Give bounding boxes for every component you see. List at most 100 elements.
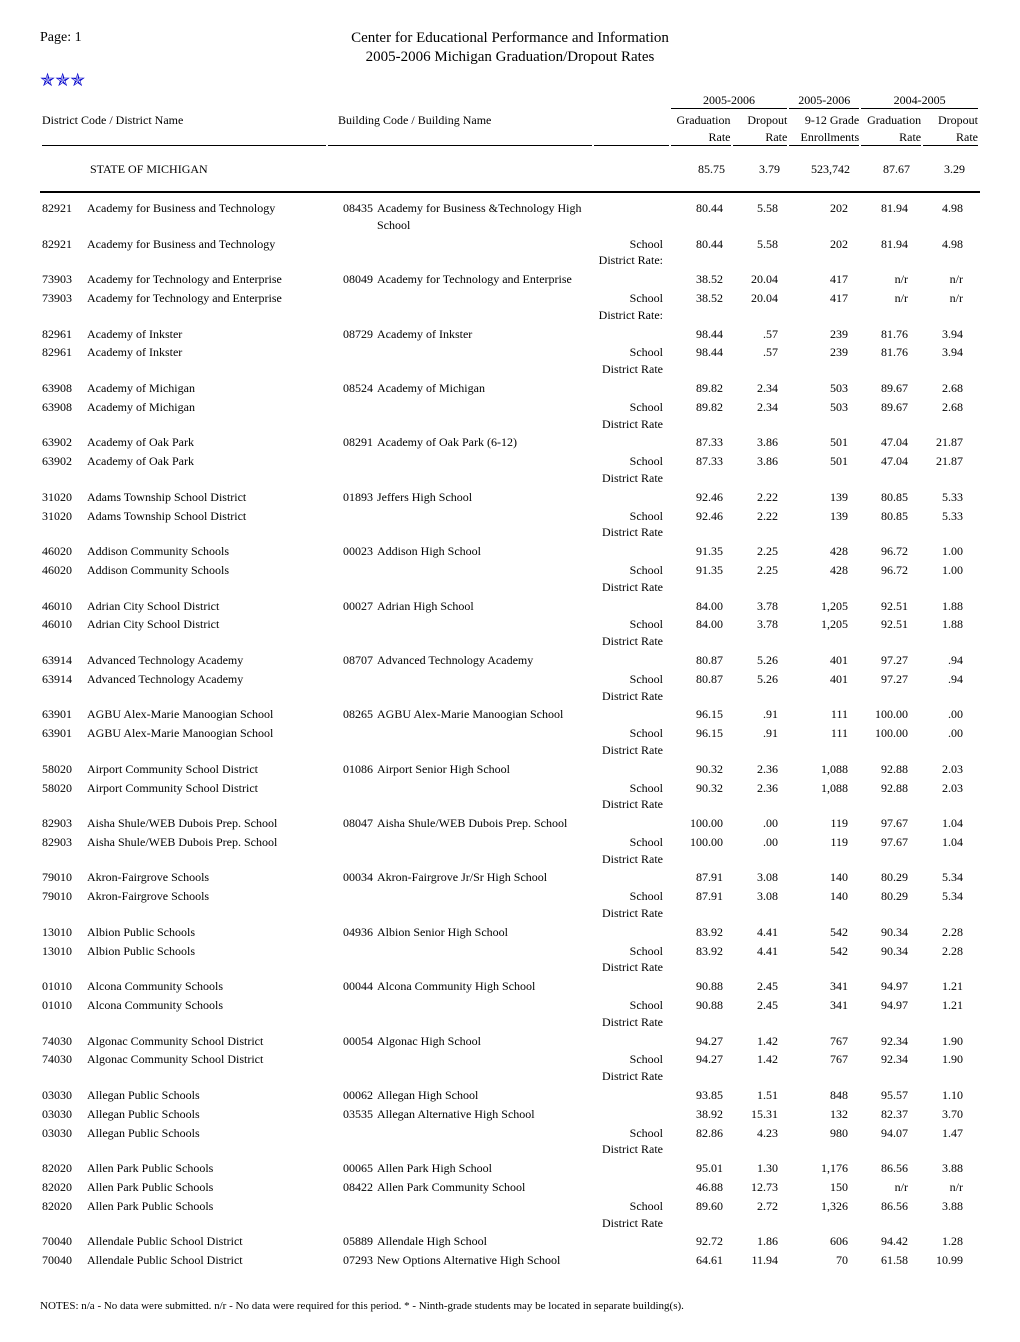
district-code: 73903	[40, 271, 85, 288]
district-code: 58020	[40, 761, 85, 778]
grad-rate: 38.52	[665, 271, 725, 288]
enrollment: 202	[780, 236, 850, 270]
drop-rate-prev: .94	[910, 652, 965, 669]
building-name: Algonac High School	[375, 1033, 590, 1050]
grad-rate: 80.87	[665, 671, 725, 705]
drop-header: Dropout	[733, 113, 788, 128]
drop-rate: 2.22	[725, 489, 780, 506]
rate-label: School District Rate	[590, 888, 665, 922]
building-code: 00023	[325, 543, 375, 560]
building-name	[375, 671, 590, 705]
building-name: Airport Senior High School	[375, 761, 590, 778]
rate-label	[590, 598, 665, 615]
grad-rate: 89.82	[665, 380, 725, 397]
grad-rate: 98.44	[665, 344, 725, 378]
enrollment: 70	[780, 1252, 850, 1269]
data-rows-container: 82921 Academy for Business and Technolog…	[40, 199, 980, 1270]
district-code: 79010	[40, 888, 85, 922]
district-code: 82020	[40, 1179, 85, 1196]
district-code: 46010	[40, 616, 85, 650]
grad-rate: 80.44	[665, 236, 725, 270]
drop-rate: 3.08	[725, 888, 780, 922]
building-code	[325, 236, 375, 270]
drop-rate-prev: 4.98	[910, 200, 965, 234]
drop-rate-prev: .00	[910, 725, 965, 759]
footer-notes: NOTES: n/a - No data were submitted. n/r…	[40, 1300, 980, 1312]
table-row: 82903 Aisha Shule/WEB Dubois Prep. Schoo…	[40, 833, 980, 869]
grad-rate: 89.60	[665, 1198, 725, 1232]
building-name	[375, 562, 590, 596]
table-row: 58020 Airport Community School District …	[40, 779, 980, 815]
drop-rate: .57	[725, 344, 780, 378]
drop-rate: 2.25	[725, 543, 780, 560]
rate-label	[590, 1106, 665, 1123]
rate-label	[590, 761, 665, 778]
year-header-0506-a: 2005-2006	[671, 93, 788, 109]
table-row: 46020 Addison Community Schools 00023 Ad…	[40, 542, 980, 561]
drop-rate: 1.86	[725, 1233, 780, 1250]
table-row: 63914 Advanced Technology Academy School…	[40, 670, 980, 706]
building-code	[325, 508, 375, 542]
district-code: 46020	[40, 543, 85, 560]
title-line1: Center for Educational Performance and I…	[240, 30, 780, 47]
grad-rate-prev: 96.72	[850, 543, 910, 560]
drop-rate-prev: 1.47	[910, 1125, 965, 1159]
grad-rate-prev: 100.00	[850, 706, 910, 723]
enrollment: 119	[780, 815, 850, 832]
building-name	[375, 834, 590, 868]
table-row: 63901 AGBU Alex-Marie Manoogian School 0…	[40, 705, 980, 724]
district-name: Academy for Business and Technology	[85, 236, 325, 270]
grad-rate: 90.88	[665, 978, 725, 995]
district-code: 70040	[40, 1233, 85, 1250]
drop-rate: .91	[725, 725, 780, 759]
building-name	[375, 399, 590, 433]
drop-rate-prev: 1.90	[910, 1051, 965, 1085]
rate-label: School District Rate	[590, 616, 665, 650]
district-code: 63914	[40, 671, 85, 705]
state-summary-row: STATE OF MICHIGAN 85.75 3.79 523,742 87.…	[40, 148, 980, 193]
rate-label: School District Rate	[590, 780, 665, 814]
district-code: 79010	[40, 869, 85, 886]
building-name	[375, 290, 590, 324]
enrollment: 980	[780, 1125, 850, 1159]
district-code: 58020	[40, 780, 85, 814]
rate-label: School District Rate	[590, 1125, 665, 1159]
drop-rate: 3.86	[725, 434, 780, 451]
building-code	[325, 780, 375, 814]
drop-rate-prev: 1.04	[910, 834, 965, 868]
district-name: Allendale Public School District	[85, 1233, 325, 1250]
grad-rate-prev: 80.85	[850, 489, 910, 506]
building-name	[375, 616, 590, 650]
enrollment: 542	[780, 943, 850, 977]
drop-rate: 3.08	[725, 869, 780, 886]
table-row: 63902 Academy of Oak Park 08291 Academy …	[40, 433, 980, 452]
drop-rate: 2.22	[725, 508, 780, 542]
grad-rate: 98.44	[665, 326, 725, 343]
building-code	[325, 616, 375, 650]
grad-rate-prev: 92.34	[850, 1051, 910, 1085]
grad-rate: 90.32	[665, 761, 725, 778]
building-code: 00027	[325, 598, 375, 615]
building-name: Aisha Shule/WEB Dubois Prep. School	[375, 815, 590, 832]
table-row: 82903 Aisha Shule/WEB Dubois Prep. Schoo…	[40, 814, 980, 833]
district-code: 73903	[40, 290, 85, 324]
building-code	[325, 888, 375, 922]
district-code: 63901	[40, 725, 85, 759]
grad-rate-prev: 92.51	[850, 598, 910, 615]
grad-rate-prev: 92.88	[850, 761, 910, 778]
rate-sub: Rate	[671, 130, 731, 146]
rate-label	[590, 706, 665, 723]
grad-rate-prev: 92.34	[850, 1033, 910, 1050]
grad-rate-prev: 86.56	[850, 1198, 910, 1232]
district-name: Alcona Community Schools	[85, 978, 325, 995]
district-name: Allegan Public Schools	[85, 1125, 325, 1159]
rate-label	[590, 200, 665, 234]
grad-rate-prev: n/r	[850, 290, 910, 324]
grad-rate-prev: 47.04	[850, 434, 910, 451]
grad-rate-prev: 47.04	[850, 453, 910, 487]
enrollment: 111	[780, 706, 850, 723]
grad-rate-prev: 90.34	[850, 943, 910, 977]
building-name: Advanced Technology Academy	[375, 652, 590, 669]
grad-rate: 91.35	[665, 562, 725, 596]
table-row: 31020 Adams Township School District Sch…	[40, 507, 980, 543]
